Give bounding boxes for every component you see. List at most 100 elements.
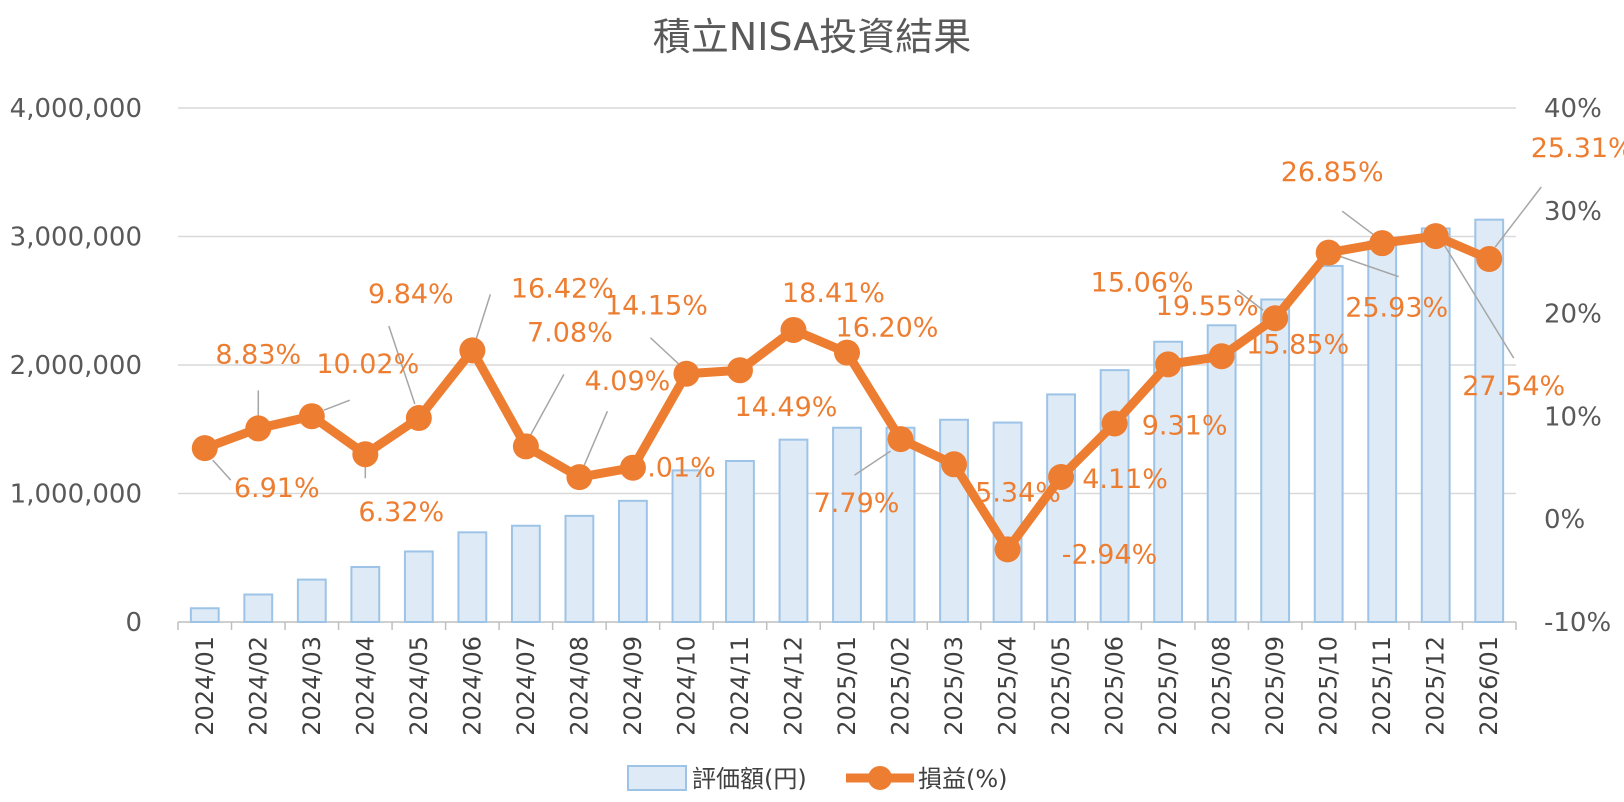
line-point [1262, 305, 1289, 332]
x-tick-label: 2025/07 [1154, 636, 1182, 736]
x-tick-label: 2025/06 [1101, 636, 1129, 736]
line-point [459, 337, 486, 364]
line-point [512, 433, 539, 460]
line-point [834, 339, 860, 366]
data-label: 7.79% [814, 488, 900, 519]
line-point [780, 316, 807, 343]
line-point [352, 441, 379, 468]
bar [350, 566, 381, 624]
bar [939, 418, 969, 623]
leader-line [649, 337, 679, 365]
bar [1046, 393, 1076, 624]
line-point [1048, 463, 1075, 490]
line-point [566, 464, 593, 491]
line-point [245, 415, 272, 442]
x-tick-label: 2024/11 [726, 636, 754, 736]
line-point [1422, 223, 1449, 250]
leader-line [1340, 255, 1399, 278]
x-tick-label: 2024/12 [779, 636, 807, 736]
bar [1313, 264, 1344, 623]
data-label: 10.02% [316, 349, 419, 380]
data-label: 8.83% [215, 339, 301, 370]
data-label: 7.08% [527, 317, 613, 348]
line-point [298, 403, 325, 430]
bar [618, 499, 648, 623]
line-point [941, 451, 968, 478]
bar [1367, 240, 1398, 623]
left-axis: 0 1,000,000 2,000,000 3,000,000 4,000,000 [10, 94, 142, 638]
line-point [619, 454, 646, 481]
x-tick-label: 2024/05 [405, 636, 433, 736]
data-label: 27.54% [1462, 371, 1565, 402]
leader-line [212, 459, 232, 481]
line-series [191, 223, 1503, 563]
line-point [1476, 246, 1503, 273]
line-point [405, 405, 432, 432]
bar-series [189, 218, 1505, 624]
bar [1153, 340, 1184, 623]
x-tick-label: 2024/08 [565, 636, 593, 736]
x-tick-label: 2025/03 [940, 636, 968, 736]
legend-line-marker [868, 766, 892, 790]
leader-line [1236, 289, 1264, 311]
leader-line [1443, 243, 1515, 359]
left-tick-label: 4,000,000 [10, 94, 142, 124]
data-label: 26.85% [1281, 157, 1384, 188]
x-tick-label: 2025/01 [833, 636, 861, 736]
right-tick-label: 20% [1544, 300, 1602, 330]
data-label: 19.55% [1156, 291, 1259, 322]
left-tick-label: 2,000,000 [10, 351, 142, 381]
left-tick-label: 1,000,000 [10, 480, 142, 510]
line-point [887, 426, 914, 453]
legend-bar-label: 評価額(円) [692, 765, 807, 793]
data-label: 4.11% [1082, 464, 1168, 495]
data-label: 6.32% [358, 497, 444, 528]
bar [778, 438, 809, 624]
line-point [994, 536, 1021, 563]
x-tick-label: 2024/10 [672, 636, 700, 736]
right-tick-label: 30% [1544, 197, 1602, 227]
data-label: 16.20% [836, 313, 939, 344]
bar [1474, 218, 1505, 623]
right-axis: -10% 0% 10% 20% 30% 40% [1544, 94, 1611, 638]
leader-line [323, 399, 351, 411]
bar [992, 421, 1023, 623]
data-label: 4.09% [585, 366, 671, 397]
leader-line [529, 374, 565, 437]
right-tick-label: 40% [1544, 94, 1602, 124]
x-tick-label: 2025/04 [994, 636, 1022, 736]
bar [1260, 298, 1291, 623]
data-label: 15.85% [1246, 329, 1349, 360]
line-point [726, 357, 753, 384]
bar [725, 459, 755, 623]
x-tick-label: 2024/07 [512, 636, 540, 736]
left-tick-label: 3,000,000 [10, 223, 142, 253]
legend-line-label: 損益(%) [918, 765, 1008, 793]
data-label: -2.94% [1062, 539, 1158, 570]
line-point [1369, 230, 1396, 257]
leader-line [1341, 210, 1375, 236]
right-tick-label: 10% [1544, 402, 1602, 432]
leader-line [582, 410, 609, 468]
left-tick-label: 0 [125, 608, 142, 638]
leader-line [1494, 186, 1542, 248]
leader-line [388, 325, 416, 405]
x-tick-label: 2025/11 [1368, 636, 1396, 736]
x-tick-label: 2024/06 [458, 636, 486, 736]
line-point [1155, 351, 1182, 378]
bar [885, 426, 916, 624]
data-label: 5.34% [975, 477, 1061, 508]
bar [564, 514, 595, 624]
bar [243, 593, 274, 623]
bar [832, 426, 862, 624]
data-label: 14.49% [734, 392, 837, 423]
data-label: 16.42% [511, 273, 614, 304]
x-tick-label: 2025/05 [1047, 636, 1075, 736]
legend: 評価額(円) 損益(%) [627, 765, 1008, 793]
data-label: 15.06% [1091, 267, 1194, 298]
line-point [673, 360, 700, 387]
x-tick-label: 2025/02 [887, 636, 915, 736]
x-tick-label: 2025/12 [1422, 636, 1450, 736]
x-tick-label: 2026/01 [1475, 636, 1503, 736]
